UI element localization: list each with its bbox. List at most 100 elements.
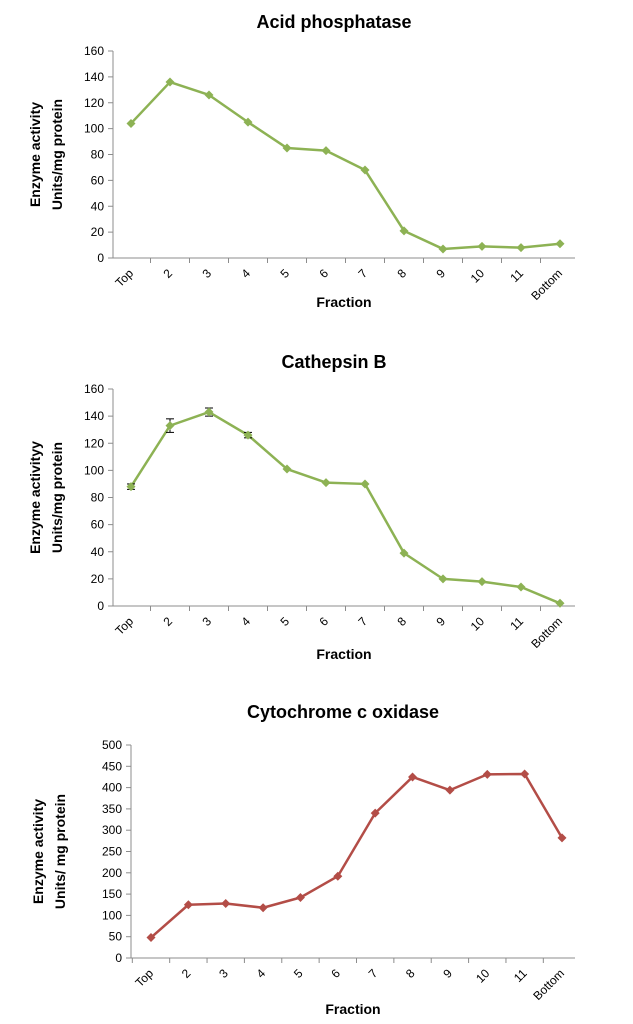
- y-tick-label: 40: [91, 199, 105, 213]
- data-point: [477, 577, 487, 587]
- data-point: [183, 900, 193, 910]
- series-line: [150, 772, 564, 939]
- y-tick-label: 60: [91, 518, 105, 532]
- chart-panel-3: Cytochrome c oxidase05010015020025030035…: [30, 702, 575, 1017]
- x-tick-label: 7: [355, 614, 370, 629]
- data-point: [295, 893, 305, 903]
- y-tick-label: 250: [102, 845, 122, 859]
- data-point: [438, 574, 448, 584]
- x-tick-label: Top: [113, 266, 137, 290]
- y-tick-label: 40: [91, 545, 105, 559]
- data-point: [165, 77, 175, 87]
- y-tick-label: 100: [102, 908, 122, 922]
- y-tick-label: 120: [84, 96, 104, 110]
- y-tick-label: 500: [102, 738, 122, 752]
- x-tick-label: 11: [511, 966, 530, 985]
- x-tick-label: 5: [277, 266, 292, 281]
- x-axis-title: Fraction: [316, 646, 371, 662]
- y-tick-label: 350: [102, 802, 122, 816]
- data-point: [221, 898, 231, 908]
- data-point: [477, 241, 487, 251]
- x-tick-label: 2: [179, 966, 194, 981]
- chart-panel-1: Acid phosphatase 0 20 40 60 80 100 120 140 160 Top…: [27, 12, 575, 310]
- y-tick-label: 0: [97, 251, 104, 265]
- x-tick-label: 8: [394, 266, 409, 281]
- y-tick-label: 140: [84, 70, 104, 84]
- x-tick-label: 9: [433, 614, 448, 629]
- data-point: [204, 90, 214, 100]
- x-tick-label: 8: [394, 614, 409, 629]
- data-point: [360, 165, 370, 175]
- x-tick-label: Bottom: [528, 266, 565, 303]
- data-point: [321, 146, 331, 156]
- data-point: [333, 871, 343, 881]
- data-point: [321, 478, 331, 488]
- x-tick-label: 6: [328, 966, 343, 981]
- y-axis-title: Units/mg protein: [49, 442, 65, 553]
- data-point: [557, 833, 567, 843]
- data-point: [438, 244, 448, 254]
- y-tick-label: 0: [115, 951, 122, 965]
- x-tick-label: 3: [199, 614, 214, 629]
- x-tick-label: 2: [160, 266, 175, 281]
- data-point: [146, 933, 156, 943]
- x-tick-label: 4: [254, 966, 269, 981]
- chart-title: Acid phosphatase: [256, 12, 411, 32]
- x-tick-label: 4: [238, 266, 253, 281]
- y-tick-label: 150: [102, 887, 122, 901]
- y-axis-title: Enzyme activityy: [27, 441, 43, 554]
- data-point: [482, 769, 492, 779]
- x-tick-label: 2: [160, 614, 175, 629]
- data-point: [126, 482, 136, 492]
- x-tick-label: 8: [403, 966, 418, 981]
- y-tick-label: 80: [91, 491, 105, 505]
- x-tick-label: 10: [468, 266, 488, 286]
- x-tick-label: 11: [507, 266, 526, 285]
- x-tick-label: 9: [433, 266, 448, 281]
- data-point: [516, 582, 526, 592]
- chart-title: Cathepsin B: [281, 352, 386, 372]
- y-axis-title: Units/ mg protein: [52, 794, 68, 909]
- x-tick-label: 3: [216, 966, 231, 981]
- y-tick-label: 200: [102, 866, 122, 880]
- x-tick-label: 6: [316, 266, 331, 281]
- data-point: [370, 808, 380, 818]
- x-axis-title: Fraction: [316, 294, 371, 310]
- data-point: [516, 243, 526, 253]
- x-tick-label: 10: [473, 966, 493, 986]
- y-tick-label: 300: [102, 823, 122, 837]
- x-tick-label: 7: [355, 266, 370, 281]
- data-point: [126, 118, 136, 128]
- x-tick-label: Bottom: [530, 966, 567, 1003]
- x-tick-label: 7: [366, 966, 381, 981]
- y-axis-title: Enzyme activity: [27, 102, 43, 207]
- y-tick-label: 120: [84, 436, 104, 450]
- series-line: [130, 80, 561, 251]
- data-point: [204, 407, 214, 417]
- x-tick-label: 9: [440, 966, 455, 981]
- data-point: [445, 785, 455, 795]
- y-tick-label: 20: [91, 225, 105, 239]
- x-tick-label: 11: [507, 614, 526, 633]
- y-tick-label: 60: [91, 173, 105, 187]
- x-tick-label: Bottom: [528, 614, 565, 651]
- x-tick-label: 3: [199, 266, 214, 281]
- data-point: [243, 117, 253, 127]
- x-tick-label: 6: [316, 614, 331, 629]
- data-point: [399, 226, 409, 236]
- data-point: [399, 548, 409, 558]
- x-tick-label: Top: [133, 966, 157, 990]
- y-axis-title: Enzyme activity: [30, 799, 46, 904]
- data-point: [282, 143, 292, 153]
- y-tick-label: 450: [102, 759, 122, 773]
- data-point: [243, 430, 253, 440]
- series-line: [129, 410, 561, 605]
- x-axis-title: Fraction: [325, 1001, 380, 1017]
- y-tick-label: 140: [84, 409, 104, 423]
- y-tick-label: 50: [109, 930, 123, 944]
- x-tick-label: 5: [291, 966, 306, 981]
- data-point: [258, 903, 268, 913]
- data-point: [360, 479, 370, 489]
- y-tick-label: 80: [91, 148, 105, 162]
